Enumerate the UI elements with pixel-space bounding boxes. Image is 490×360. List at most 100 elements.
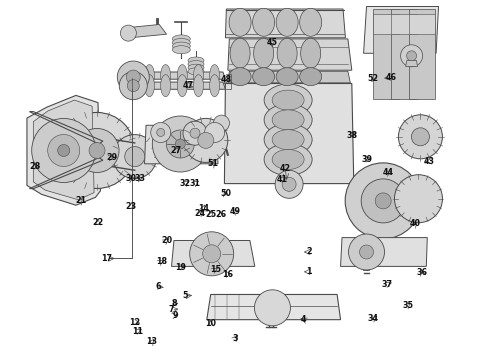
Ellipse shape (272, 90, 304, 110)
Polygon shape (134, 72, 225, 79)
Text: 28: 28 (30, 162, 41, 171)
Ellipse shape (264, 144, 312, 175)
Text: 16: 16 (222, 270, 233, 279)
Text: 6: 6 (155, 282, 161, 291)
Ellipse shape (188, 57, 204, 64)
Text: 37: 37 (382, 280, 392, 289)
Text: 35: 35 (402, 301, 413, 310)
Circle shape (190, 128, 200, 138)
Circle shape (214, 115, 229, 131)
Ellipse shape (194, 64, 203, 87)
Text: 19: 19 (175, 263, 186, 271)
Text: 51: 51 (208, 159, 219, 168)
Text: 9: 9 (172, 311, 178, 320)
Ellipse shape (264, 104, 312, 136)
Circle shape (75, 129, 119, 172)
Ellipse shape (172, 35, 190, 43)
Circle shape (157, 129, 165, 136)
Ellipse shape (253, 8, 274, 36)
Ellipse shape (161, 75, 171, 97)
Ellipse shape (188, 68, 204, 75)
Polygon shape (134, 82, 225, 89)
Bar (391, 9, 417, 99)
Circle shape (282, 177, 296, 191)
Polygon shape (123, 24, 167, 38)
Circle shape (275, 170, 303, 198)
Ellipse shape (172, 39, 190, 46)
Polygon shape (145, 125, 218, 164)
Text: 36: 36 (417, 269, 428, 277)
Ellipse shape (172, 46, 190, 54)
Polygon shape (207, 294, 341, 320)
Ellipse shape (194, 75, 203, 97)
Circle shape (126, 70, 140, 84)
Text: 38: 38 (346, 131, 357, 140)
Text: 1: 1 (306, 267, 312, 276)
Ellipse shape (177, 64, 187, 87)
Polygon shape (33, 100, 94, 200)
Text: 34: 34 (368, 315, 379, 323)
Circle shape (89, 143, 105, 158)
Circle shape (32, 118, 96, 183)
Ellipse shape (210, 64, 220, 87)
Circle shape (125, 147, 145, 167)
Text: 7: 7 (169, 305, 174, 314)
Ellipse shape (230, 38, 250, 68)
Ellipse shape (272, 149, 304, 170)
Circle shape (113, 135, 157, 179)
Text: 50: 50 (220, 189, 231, 198)
Text: 11: 11 (132, 327, 143, 336)
Bar (409, 14, 435, 34)
Text: 18: 18 (156, 257, 167, 266)
Ellipse shape (229, 68, 251, 86)
Circle shape (59, 112, 135, 189)
Text: 2: 2 (306, 248, 312, 256)
Circle shape (412, 128, 429, 146)
Text: 25: 25 (205, 210, 216, 219)
Circle shape (190, 232, 234, 276)
Polygon shape (286, 179, 292, 194)
Ellipse shape (188, 60, 204, 68)
Text: 46: 46 (386, 73, 396, 82)
Ellipse shape (300, 8, 321, 36)
Circle shape (394, 175, 442, 223)
Text: 4: 4 (301, 315, 307, 324)
Text: 43: 43 (423, 157, 434, 166)
Ellipse shape (264, 84, 312, 116)
Ellipse shape (272, 130, 304, 150)
Text: 30: 30 (126, 174, 137, 183)
Ellipse shape (401, 45, 422, 67)
Polygon shape (364, 6, 439, 53)
Text: 26: 26 (215, 210, 226, 220)
Text: 48: 48 (221, 76, 232, 85)
Text: 24: 24 (195, 210, 205, 218)
Circle shape (254, 290, 291, 326)
Polygon shape (228, 71, 350, 83)
Circle shape (198, 132, 214, 148)
Ellipse shape (277, 38, 297, 68)
Ellipse shape (229, 8, 251, 36)
Text: 31: 31 (190, 179, 200, 188)
Text: 42: 42 (280, 164, 291, 173)
Circle shape (175, 139, 185, 149)
Text: 23: 23 (126, 202, 137, 211)
Text: 13: 13 (147, 338, 157, 346)
Text: 27: 27 (171, 146, 182, 155)
Text: 17: 17 (101, 254, 112, 263)
Bar (391, 14, 417, 34)
Ellipse shape (272, 110, 304, 130)
Ellipse shape (145, 75, 154, 97)
Ellipse shape (177, 75, 187, 97)
Circle shape (58, 144, 70, 157)
Circle shape (48, 135, 80, 166)
Circle shape (151, 122, 171, 143)
Circle shape (117, 61, 149, 93)
Text: 52: 52 (368, 74, 379, 83)
Ellipse shape (188, 64, 204, 71)
Circle shape (348, 234, 385, 270)
Text: 3: 3 (232, 334, 238, 343)
Text: 21: 21 (75, 197, 86, 206)
Ellipse shape (254, 38, 273, 68)
Circle shape (203, 245, 220, 263)
Text: 29: 29 (106, 153, 117, 162)
